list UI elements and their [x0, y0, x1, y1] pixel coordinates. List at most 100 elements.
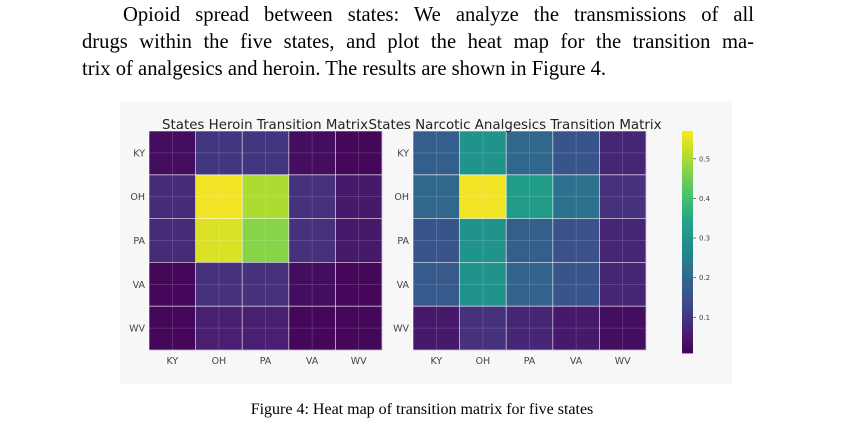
heatmap-cell [459, 174, 507, 219]
colorbar-segment [682, 205, 693, 210]
y-tick-label: KY [133, 148, 145, 159]
colorbar-segment [682, 260, 693, 265]
heatmap-cell [335, 218, 383, 263]
colorbar-segment [682, 282, 693, 287]
colorbar-segment [682, 164, 693, 169]
heatmap-cell [552, 262, 600, 307]
heatmap-cell [195, 218, 243, 263]
heatmap-cell [288, 262, 336, 307]
heatmap-cell [413, 174, 460, 219]
heatmap-cell [599, 306, 647, 351]
heatmap-cell [459, 218, 507, 263]
heatmap-cell [506, 306, 554, 351]
heatmap-cell [335, 306, 383, 351]
x-tick-label: KY [166, 356, 178, 367]
colorbar: 0.1 0.2 0.3 0.4 0.5 [682, 131, 711, 354]
colorbar-segment [682, 179, 693, 184]
analgesics-heatmap: States Narcotic Analgesics Transition Ma… [368, 118, 661, 367]
colorbar-segment [682, 293, 693, 298]
colorbar-segment [682, 308, 693, 313]
colorbar-segment [682, 271, 693, 276]
chart-title: States Narcotic Analgesics Transition Ma… [368, 118, 661, 133]
heatmap-cell [335, 174, 383, 219]
heatmap-cell [242, 306, 290, 351]
colorbar-segment [682, 160, 693, 165]
colorbar-tick-label: 0.1 [699, 314, 710, 322]
heatmap-cell [599, 262, 647, 307]
colorbar-segment [682, 234, 693, 239]
heatmap-cell [149, 306, 196, 351]
colorbar-segment [682, 175, 693, 180]
heatmap-cell [242, 174, 290, 219]
colorbar-segment [682, 297, 693, 302]
colorbar-segment [682, 253, 693, 258]
y-tick-label: KY [397, 148, 409, 159]
colorbar-segment [682, 193, 693, 198]
y-tick-label: VA [133, 280, 146, 291]
colorbar-segment [682, 323, 693, 328]
y-tick-label: WV [393, 324, 409, 335]
colorbar-segment [682, 219, 693, 224]
colorbar-segment [682, 279, 693, 284]
heatmap-cell [506, 262, 554, 307]
heatmap-cell [335, 262, 383, 307]
heatmap-cell [288, 306, 336, 351]
colorbar-segment [682, 316, 693, 321]
heatmap-cell [506, 131, 554, 176]
x-tick-label: WV [351, 356, 367, 367]
colorbar-segment [682, 338, 693, 343]
colorbar-segment [682, 208, 693, 213]
heatmap-cell [288, 218, 336, 263]
colorbar-segment [682, 142, 693, 147]
colorbar-tick-label: 0.3 [699, 235, 710, 243]
colorbar-segment [682, 312, 693, 317]
colorbar-segment [682, 131, 693, 136]
body-paragraph: Opioid spread between states: We analyze… [82, 2, 754, 83]
colorbar-segment [682, 334, 693, 339]
y-tick-label: OH [394, 192, 409, 203]
y-tick-label: OH [130, 192, 145, 203]
x-tick-label: VA [570, 356, 583, 367]
heatmap-cell [599, 218, 647, 263]
heatmap-figure: States Heroin Transition Matrix KY OH PA VA W… [129, 118, 711, 367]
heatmap-cell [242, 218, 290, 263]
colorbar-segment [682, 156, 693, 161]
paragraph-line: Opioid spread between states: We analyze… [123, 4, 754, 26]
x-tick-label: OH [476, 356, 491, 367]
heatmap-cell [149, 218, 196, 263]
x-tick-label: VA [306, 356, 319, 367]
heatmap-cell [459, 306, 507, 351]
colorbar-segment [682, 275, 693, 280]
colorbar-segment [682, 171, 693, 176]
x-tick-label: KY [430, 356, 442, 367]
heatmap-cell [195, 174, 243, 219]
colorbar-tick-label: 0.2 [699, 274, 710, 282]
heatmap-cell [552, 131, 600, 176]
colorbar-segment [682, 182, 693, 187]
colorbar-segment [682, 242, 693, 247]
heatmap-cell [506, 218, 554, 263]
heatmap-cell [195, 131, 243, 176]
colorbar-segment [682, 256, 693, 261]
colorbar-segment [682, 304, 693, 309]
y-tick-label: PA [397, 236, 409, 247]
colorbar-segment [682, 349, 693, 354]
colorbar-segment [682, 145, 693, 150]
heatmap-cell [288, 131, 336, 176]
heatmap-cell [335, 131, 383, 176]
colorbar-segment [682, 249, 693, 254]
heatmap-cell [552, 218, 600, 263]
heatmap-cell [288, 174, 336, 219]
x-tick-label: PA [260, 356, 272, 367]
colorbar-segment [682, 245, 693, 250]
heatmap-cell [149, 262, 196, 307]
colorbar-segment [682, 327, 693, 332]
colorbar-segment [682, 168, 693, 173]
colorbar-segment [682, 267, 693, 272]
colorbar-tick-label: 0.4 [699, 195, 711, 203]
heatmap-cell [195, 306, 243, 351]
heatmap-cell [599, 174, 647, 219]
figure: States Heroin Transition Matrix KY OH PA VA W… [120, 102, 732, 384]
colorbar-tick-label: 0.5 [699, 155, 710, 163]
colorbar-segment [682, 223, 693, 228]
